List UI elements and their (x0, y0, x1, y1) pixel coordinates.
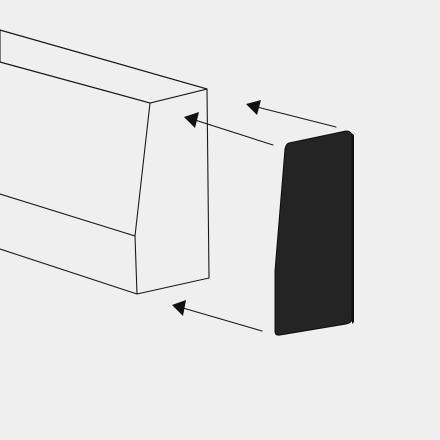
arrow-left-icon (246, 100, 337, 128)
profile-body (0, 29, 210, 295)
end-cap (274, 130, 354, 336)
profile-top-edge (0, 29, 208, 90)
end-cap-face (274, 130, 353, 336)
arrow-left-icon (184, 112, 274, 146)
assembly-arrows (172, 100, 337, 332)
arrow-left-icon (172, 300, 263, 332)
profile-top-face (0, 29, 208, 104)
profile-end-face (134, 88, 210, 295)
profile-chamfer-edge (0, 193, 136, 237)
profile-bottom-edge (0, 248, 138, 295)
profile-upper-edge (0, 61, 151, 104)
